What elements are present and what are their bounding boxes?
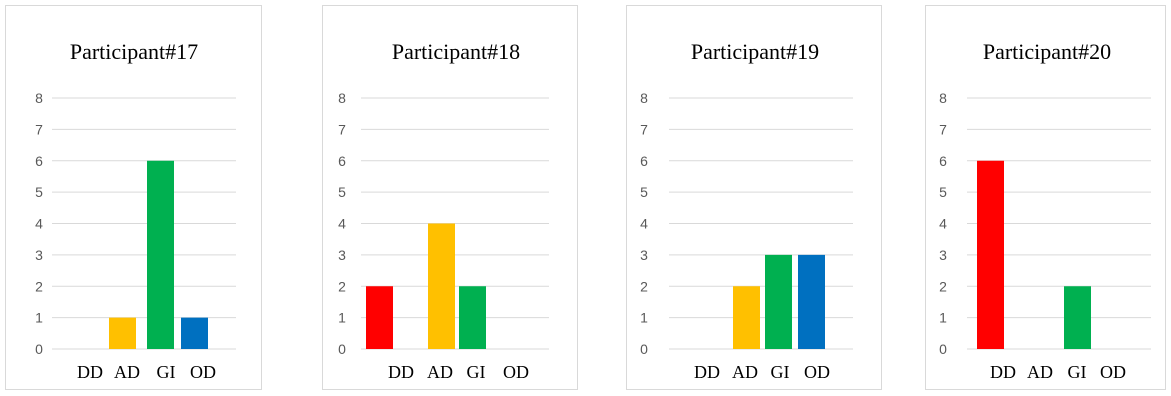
x-tick-label: AD xyxy=(732,362,758,382)
y-tick-label: 8 xyxy=(338,90,346,106)
y-tick-label: 6 xyxy=(338,153,346,169)
y-tick-label: 2 xyxy=(939,278,947,294)
y-tick-label: 8 xyxy=(640,90,648,106)
chart-panel-18: Participant#18 0 1 2 3 4 5 6 7 8 DD AD GI OD xyxy=(322,5,578,390)
chart-title: Participant#20 xyxy=(983,39,1111,64)
y-tick-label: 0 xyxy=(35,341,43,357)
chart-title: Participant#18 xyxy=(392,39,520,64)
y-tick-label: 1 xyxy=(939,310,947,326)
chart-svg: Participant#19 0 1 2 3 4 5 6 7 8 DD AD GI OD xyxy=(640,39,853,382)
y-tick-label: 8 xyxy=(939,90,947,106)
y-tick-label: 3 xyxy=(338,247,346,263)
chart-svg: Participant#18 0 1 2 3 4 5 6 7 8 DD AD GI OD xyxy=(338,39,549,382)
y-tick-label: 1 xyxy=(640,310,648,326)
x-tick-label: OD xyxy=(503,362,529,382)
bar-dd xyxy=(366,286,393,349)
bar-gi xyxy=(147,160,174,349)
bar-gi xyxy=(765,254,792,349)
y-tick-label: 5 xyxy=(640,184,648,200)
y-tick-label: 3 xyxy=(939,247,947,263)
chart-panel-19: Participant#19 0 1 2 3 4 5 6 7 8 DD AD GI OD xyxy=(626,5,882,390)
x-tick-label: AD xyxy=(427,362,453,382)
y-tick-label: 4 xyxy=(640,216,648,232)
y-tick-label: 7 xyxy=(640,121,648,137)
x-tick-label: DD xyxy=(388,362,414,382)
y-tick-label: 2 xyxy=(338,278,346,294)
y-tick-label: 2 xyxy=(35,278,43,294)
y-tick-label: 0 xyxy=(338,341,346,357)
y-tick-label: 0 xyxy=(640,341,648,357)
x-tick-label: GI xyxy=(157,362,176,382)
y-tick-label: 0 xyxy=(939,341,947,357)
x-tick-label: OD xyxy=(1100,362,1126,382)
x-tick-label: DD xyxy=(694,362,720,382)
chart-panel-20: Participant#20 0 1 2 3 4 5 6 7 8 DD AD GI OD xyxy=(925,5,1166,390)
x-tick-label: GI xyxy=(467,362,486,382)
bar-ad xyxy=(109,317,136,349)
bar-ad xyxy=(428,223,455,349)
y-tick-label: 6 xyxy=(640,153,648,169)
y-tick-label: 6 xyxy=(939,153,947,169)
chart-svg: Participant#17 0 1 2 3 4 5 6 7 8 DD AD GI OD xyxy=(35,39,236,382)
y-tick-label: 5 xyxy=(338,184,346,200)
y-tick-label: 2 xyxy=(640,278,648,294)
y-tick-label: 3 xyxy=(640,247,648,263)
y-tick-label: 1 xyxy=(338,310,346,326)
bar-od xyxy=(798,254,825,349)
x-tick-label: DD xyxy=(77,362,103,382)
y-tick-label: 5 xyxy=(35,184,43,200)
bar-gi xyxy=(459,286,486,349)
y-tick-label: 6 xyxy=(35,153,43,169)
bar-ad xyxy=(733,286,760,349)
x-tick-label: OD xyxy=(190,362,216,382)
y-tick-label: 4 xyxy=(939,216,947,232)
y-tick-label: 1 xyxy=(35,310,43,326)
chart-title: Participant#17 xyxy=(70,39,198,64)
y-tick-label: 7 xyxy=(35,121,43,137)
y-tick-label: 8 xyxy=(35,90,43,106)
y-tick-label: 7 xyxy=(939,121,947,137)
x-tick-label: AD xyxy=(114,362,140,382)
chart-title: Participant#19 xyxy=(691,39,819,64)
x-tick-label: OD xyxy=(804,362,830,382)
chart-panel-17: Participant#17 0 1 2 3 4 5 6 7 8 DD AD GI OD xyxy=(5,5,262,390)
y-tick-label: 4 xyxy=(338,216,346,232)
x-tick-label: AD xyxy=(1027,362,1053,382)
x-tick-label: DD xyxy=(990,362,1016,382)
x-tick-label: GI xyxy=(771,362,790,382)
y-tick-label: 4 xyxy=(35,216,43,232)
bar-od xyxy=(181,317,208,349)
y-tick-label: 7 xyxy=(338,121,346,137)
bar-gi xyxy=(1064,286,1091,349)
y-tick-label: 3 xyxy=(35,247,43,263)
bar-dd xyxy=(977,160,1004,349)
x-tick-label: GI xyxy=(1068,362,1087,382)
chart-svg: Participant#20 0 1 2 3 4 5 6 7 8 DD AD GI OD xyxy=(939,39,1151,382)
y-tick-label: 5 xyxy=(939,184,947,200)
